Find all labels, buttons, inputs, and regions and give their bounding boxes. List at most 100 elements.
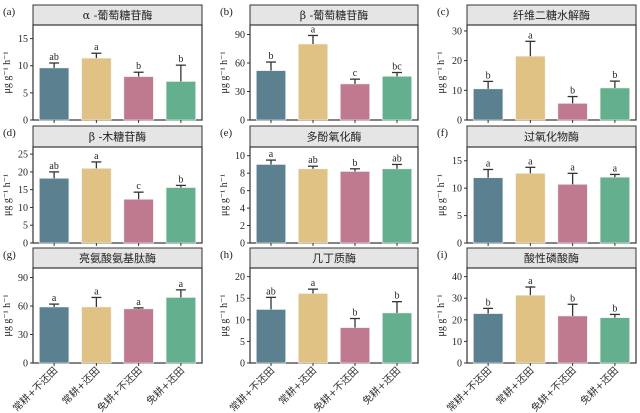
- y-tick-label: 20: [18, 167, 28, 178]
- bar: [297, 43, 328, 121]
- significance-letter: a: [94, 151, 99, 162]
- significance-letter: ab: [308, 155, 317, 166]
- significance-letter: ab: [49, 52, 58, 63]
- significance-letter: a: [528, 30, 533, 41]
- y-tick-label: 10: [235, 151, 245, 162]
- panel-title: 酸性磷酸酶: [524, 251, 579, 265]
- x-category-label: 免耕+还田: [578, 364, 621, 407]
- y-axis-label: μg g⁻¹ h⁻¹: [219, 295, 230, 337]
- panel-label: (h): [220, 249, 233, 261]
- y-axis-label: μg g⁻¹ h⁻¹: [436, 295, 447, 337]
- y-tick-label: 20: [452, 315, 462, 326]
- y-tick-label: 40: [452, 272, 462, 283]
- x-category-label: 常耕+不还田: [444, 364, 494, 413]
- panel-title: α -葡萄糖苷酶: [83, 8, 153, 22]
- x-category-label: 免耕+不还田: [94, 364, 144, 413]
- bar: [515, 173, 546, 244]
- y-tick-label: 90: [235, 30, 245, 41]
- panel-label: (a): [3, 6, 16, 18]
- bar: [81, 168, 112, 244]
- panel-h: (h) 几丁质酶 0 5 10 15 20 μg g⁻¹ h⁻¹ ab 常耕+不还田 a 常耕+还田 b…: [219, 247, 419, 413]
- bar: [557, 184, 588, 244]
- significance-letter: a: [136, 297, 141, 308]
- y-tick-label: 25: [18, 150, 28, 161]
- bar: [339, 171, 370, 244]
- panel-i: (i) 酸性磷酸酶 0 10 20 30 40 μg g⁻¹ h⁻¹ b 常耕+不还田 a 常耕+还田…: [436, 247, 637, 413]
- panel-label: (g): [3, 249, 16, 261]
- y-tick-label: 60: [235, 59, 245, 70]
- bar: [39, 306, 70, 364]
- bar: [297, 168, 328, 244]
- y-axis-label: μg g⁻¹ h⁻¹: [2, 295, 13, 337]
- significance-letter: a: [528, 156, 533, 167]
- significance-letter: c: [136, 181, 141, 192]
- significance-letter: b: [570, 293, 575, 304]
- x-category-label: 常耕+还田: [276, 364, 319, 407]
- bar: [255, 164, 286, 244]
- significance-letter: a: [52, 293, 57, 304]
- panel-label: (b): [220, 6, 233, 18]
- significance-letter: bc: [392, 62, 402, 73]
- bar: [515, 55, 546, 121]
- bar: [381, 312, 412, 364]
- y-tick-label: 0: [240, 359, 245, 370]
- y-axis-label: μg g⁻¹ h⁻¹: [2, 52, 13, 94]
- y-tick-label: 60: [18, 302, 28, 313]
- significance-letter: a: [179, 279, 184, 290]
- y-tick-label: 4: [240, 204, 245, 215]
- significance-letter: ab: [392, 153, 401, 164]
- y-tick-label: 20: [235, 272, 245, 283]
- panel-label: (f): [437, 127, 448, 139]
- significance-letter: a: [570, 162, 575, 173]
- significance-letter: b: [486, 297, 491, 308]
- bar: [473, 88, 504, 121]
- y-axis-label: μg g⁻¹ h⁻¹: [219, 52, 230, 94]
- significance-letter: b: [269, 51, 274, 62]
- significance-letter: b: [178, 54, 183, 65]
- significance-letter: a: [94, 42, 99, 53]
- panel-title: β -葡萄糖苷酶: [300, 8, 369, 22]
- bar: [123, 198, 154, 244]
- significance-letter: b: [612, 303, 617, 314]
- bar: [515, 294, 546, 364]
- bar: [599, 176, 630, 244]
- bar: [39, 177, 70, 244]
- y-tick-label: 0: [23, 116, 28, 127]
- panel-label: (d): [3, 127, 16, 139]
- significance-letter: a: [311, 24, 316, 35]
- y-tick-label: 15: [452, 156, 462, 167]
- panel-c: (c) 纤维二糖水解酶 0 10 20 30 μg g⁻¹ h⁻¹ b a b b: [436, 4, 637, 127]
- significance-letter: b: [612, 70, 617, 81]
- y-tick-label: 0: [23, 239, 28, 250]
- bar: [165, 297, 196, 364]
- y-tick-label: 10: [18, 61, 28, 72]
- y-axis-label: μg g⁻¹ h⁻¹: [436, 52, 447, 94]
- y-tick-label: 5: [240, 337, 245, 348]
- panel-label: (c): [437, 6, 450, 18]
- significance-letter: a: [311, 278, 316, 289]
- panel-label: (e): [220, 127, 233, 139]
- significance-letter: ab: [49, 161, 58, 172]
- significance-letter: c: [353, 68, 358, 79]
- panel-title: 亮氨酸氨基肽酶: [79, 251, 156, 265]
- bar: [339, 83, 370, 121]
- y-tick-label: 6: [240, 186, 245, 197]
- y-tick-label: 30: [18, 330, 28, 341]
- significance-letter: b: [178, 174, 183, 185]
- y-tick-label: 0: [457, 116, 462, 127]
- x-category-label: 常耕+不还田: [227, 364, 277, 413]
- significance-letter: ab: [266, 286, 275, 297]
- significance-letter: b: [353, 158, 358, 169]
- panel-title: β -木糖苷酶: [89, 130, 147, 144]
- bar: [255, 70, 286, 121]
- bar: [557, 315, 588, 364]
- significance-letter: b: [395, 291, 400, 302]
- y-tick-label: 0: [240, 116, 245, 127]
- y-tick-label: 30: [235, 87, 245, 98]
- panel-f: (f) 过氧化物酶 0 5 10 15 μg g⁻¹ h⁻¹ a a a a: [436, 125, 637, 250]
- x-category-label: 免耕+不还田: [311, 364, 361, 413]
- significance-letter: b: [136, 61, 141, 72]
- y-tick-label: 5: [457, 211, 462, 222]
- y-tick-label: 30: [452, 26, 462, 37]
